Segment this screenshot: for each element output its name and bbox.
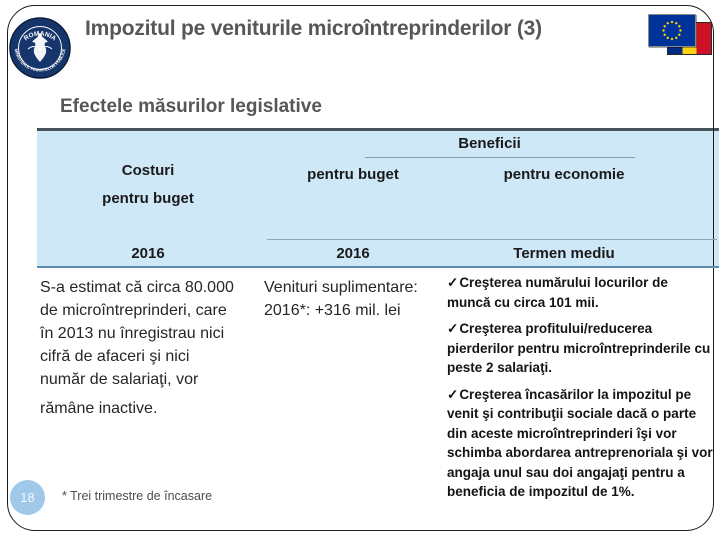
footnote: * Trei trimestre de încasare [62, 489, 213, 503]
ministry-of-finance-seal-icon: ROMANIA MINISTERUL FINANTELOR PUBLICE [8, 16, 72, 80]
period-header-col1: 2016 [131, 245, 165, 262]
costuri-line: număr de salariaţi, vor [40, 371, 199, 388]
buget-line: Venituri suplimentare: [264, 279, 418, 296]
column-header-costuri-line2: pentru buget [102, 190, 194, 207]
column-header-pentru-buget: pentru buget [307, 166, 399, 183]
buget-line: 2016*: +316 mil. lei [264, 302, 401, 319]
checkmark-icon: ✓ [447, 386, 459, 402]
beneficii-divider-line [365, 157, 635, 158]
costuri-line: de microîntreprinderi, care [40, 302, 227, 319]
economie-bullet: ✓Creşterea încasărilor la impozitul pe v… [447, 385, 715, 502]
period-header-col2: 2016 [336, 245, 370, 262]
page-title: Impozitul pe veniturile microîntreprinde… [85, 17, 542, 40]
page-number-badge: 18 [10, 480, 45, 515]
column-header-costuri: Costuri [121, 162, 175, 179]
costuri-line: S-a estimat că circa 80.000 [40, 279, 234, 296]
cell-costuri-text: S-a estimat că circa 80.000 de microîntr… [40, 276, 265, 420]
cell-beneficii-buget-text: Venituri suplimentare: 2016*: +316 mil. … [264, 276, 449, 322]
economie-bullet: ✓Creşterea numărului locurilor de muncă … [447, 273, 715, 312]
section-heading: Efectele măsurilor legislative [60, 96, 322, 117]
eu-flag-icon [648, 14, 696, 47]
economie-bullet-text: Creşterea numărului locurilor de muncă c… [447, 275, 668, 310]
economie-bullet-text: Creşterea profitului/reducerea pierderil… [447, 321, 711, 375]
period-header-col3: Termen mediu [513, 245, 615, 262]
costuri-line: în 2013 nu înregistrau nici [40, 325, 225, 342]
costuri-line: cifră de afaceri şi nici [40, 348, 190, 365]
table-header-background [37, 128, 719, 268]
economie-bullet: ✓Creşterea profitului/reducerea pierderi… [447, 319, 715, 378]
column-header-pentru-economie: pentru economie [503, 166, 625, 183]
period-divider-line [267, 239, 717, 240]
costuri-line: rămâne inactive. [40, 400, 158, 417]
checkmark-icon: ✓ [447, 321, 459, 336]
checkmark-icon: ✓ [447, 275, 459, 290]
column-group-header-beneficii: Beneficii [458, 135, 521, 152]
header-bottom-border [37, 266, 719, 268]
economie-bullet-text: Creşterea încasărilor la impozitul pe ve… [447, 386, 713, 500]
cell-beneficii-economie-text: ✓Creşterea numărului locurilor de muncă … [447, 273, 715, 509]
